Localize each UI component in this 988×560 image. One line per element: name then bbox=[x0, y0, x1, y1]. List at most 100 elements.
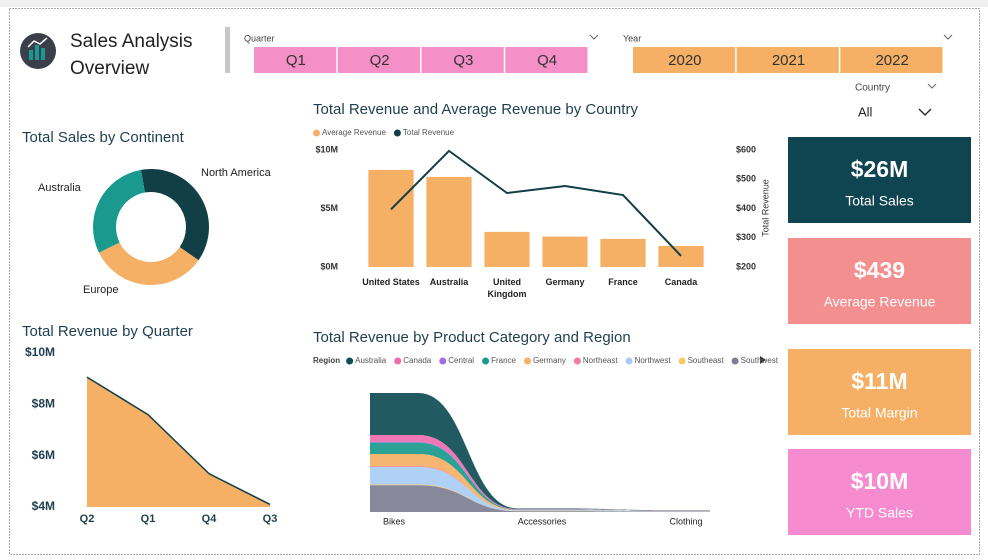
slicer-option[interactable]: 2020 bbox=[633, 47, 736, 73]
kpi-value: $439 bbox=[854, 257, 905, 283]
kpi-label: YTD Sales bbox=[846, 505, 913, 521]
x-tick-label: United States bbox=[362, 277, 420, 287]
kpi-card bbox=[788, 137, 971, 223]
slicer-option[interactable]: Q4 bbox=[505, 47, 588, 73]
legend-swatch bbox=[482, 357, 490, 365]
slice-label: Australia bbox=[38, 182, 82, 194]
bar bbox=[426, 176, 472, 267]
kpi-card bbox=[788, 449, 971, 535]
kpi-value: $26M bbox=[851, 156, 909, 182]
x-tick-label: Accessories bbox=[518, 516, 567, 526]
x-tick-label: Clothing bbox=[669, 516, 702, 526]
y-tick-label: $10M bbox=[315, 144, 338, 154]
legend-label: Southwest bbox=[741, 356, 779, 365]
chart-title: Total Revenue by Quarter bbox=[22, 323, 193, 340]
y-tick-label: $5M bbox=[320, 203, 338, 213]
slicer-button[interactable] bbox=[633, 47, 736, 73]
x-tick-label: Q2 bbox=[80, 513, 95, 525]
chart-title: Total Sales by Continent bbox=[22, 129, 185, 146]
slicer-button[interactable] bbox=[840, 47, 943, 73]
legend-label: Australia bbox=[355, 356, 387, 365]
legend-swatch bbox=[523, 357, 531, 365]
kpi-value: $11M bbox=[851, 368, 907, 394]
area bbox=[87, 377, 270, 507]
x-tick-label-box: Canada bbox=[664, 277, 698, 287]
slicer-option-label: Q1 bbox=[286, 52, 306, 69]
y2-tick-label: $400 bbox=[736, 203, 756, 213]
slicer-option[interactable]: 2021 bbox=[736, 47, 839, 73]
donut-slice bbox=[98, 242, 199, 285]
area-line bbox=[86, 376, 271, 506]
x-tick-label: Bikes bbox=[383, 516, 406, 526]
dropdown-chevron bbox=[918, 108, 932, 117]
slicer-button[interactable] bbox=[337, 47, 420, 73]
bar bbox=[484, 231, 530, 267]
x-tick-label-box: France bbox=[608, 277, 638, 287]
slicer-button[interactable] bbox=[421, 47, 504, 73]
legend-swatch bbox=[625, 357, 633, 365]
kpi-card bbox=[788, 349, 971, 435]
bar bbox=[542, 236, 588, 267]
x-tick-label-box: Australia bbox=[429, 277, 469, 287]
legend-label: Northwest bbox=[635, 356, 672, 365]
slicer-option-label: Q2 bbox=[370, 52, 390, 69]
slicer-label: Country bbox=[855, 83, 890, 94]
y-tick-label: $10M bbox=[25, 345, 55, 359]
page-border bbox=[9, 8, 980, 555]
slicer-option[interactable]: Q1 bbox=[254, 47, 337, 73]
slicer-option-label: Q4 bbox=[537, 52, 557, 69]
ribbon bbox=[370, 466, 710, 512]
kpi-label: Total Margin bbox=[841, 405, 917, 421]
legend-scroll[interactable] bbox=[760, 356, 766, 364]
chart-title: Total Revenue and Average Revenue by Cou… bbox=[313, 101, 638, 118]
legend-label: Canada bbox=[403, 356, 432, 365]
kpi-value: $10M bbox=[851, 468, 909, 494]
bar bbox=[600, 238, 646, 267]
chevron bbox=[943, 34, 953, 40]
x-tick-label-box: Germany bbox=[545, 277, 585, 287]
donut-slice bbox=[140, 169, 210, 261]
kpi-label: Average Revenue bbox=[824, 294, 936, 310]
x-tick-label: Australia bbox=[429, 277, 469, 287]
y-tick-label: $4M bbox=[32, 499, 55, 513]
y2-tick-label: $300 bbox=[736, 232, 756, 242]
x-tick-label: Germany bbox=[545, 277, 585, 287]
slicer-button[interactable] bbox=[505, 47, 588, 73]
slicer-option[interactable]: Q3 bbox=[421, 47, 504, 73]
dropdown-box[interactable] bbox=[852, 100, 938, 124]
x-tick-label: France bbox=[608, 277, 638, 287]
slicer-button[interactable] bbox=[736, 47, 839, 73]
dropdown-value: All bbox=[858, 104, 873, 119]
ribbon bbox=[370, 454, 710, 512]
chart-title: Total Revenue by Product Category and Re… bbox=[313, 329, 631, 346]
x-tick-label: Q4 bbox=[202, 513, 218, 525]
slicer-option-label: 2022 bbox=[875, 52, 908, 69]
legend-title: Region bbox=[313, 356, 340, 365]
ribbon bbox=[370, 393, 710, 511]
x-tick-label: Canada bbox=[664, 277, 698, 287]
y2-tick-label: $200 bbox=[736, 261, 756, 271]
y2-tick-label: $500 bbox=[736, 174, 756, 184]
slicer-option-label: 2021 bbox=[772, 52, 805, 69]
legend-swatch bbox=[393, 129, 401, 137]
divider bbox=[225, 27, 230, 73]
country-dropdown[interactable]: All bbox=[852, 100, 938, 124]
slicer-option[interactable]: Q2 bbox=[337, 47, 420, 73]
slicer-label: Year bbox=[623, 33, 641, 43]
y2-axis-title: Total Revenue bbox=[760, 179, 770, 237]
slicer-button[interactable] bbox=[254, 47, 337, 73]
legend-label: Central bbox=[448, 356, 474, 365]
legend-label: Average Revenue bbox=[322, 128, 386, 137]
kpi-label: Total Sales bbox=[845, 193, 913, 209]
legend-label: Southeast bbox=[688, 356, 725, 365]
kpi-card bbox=[788, 238, 971, 324]
ribbon bbox=[370, 442, 710, 511]
x-tick-label-box: United States bbox=[362, 277, 420, 287]
legend-swatch bbox=[573, 357, 581, 365]
y-tick-label: $6M bbox=[32, 448, 55, 462]
legend-swatch bbox=[439, 357, 447, 365]
slicer-option-label: 2020 bbox=[668, 52, 701, 69]
slicer-option[interactable]: 2022 bbox=[840, 47, 943, 73]
page-title-box: Sales Analysis Overview bbox=[70, 31, 193, 79]
